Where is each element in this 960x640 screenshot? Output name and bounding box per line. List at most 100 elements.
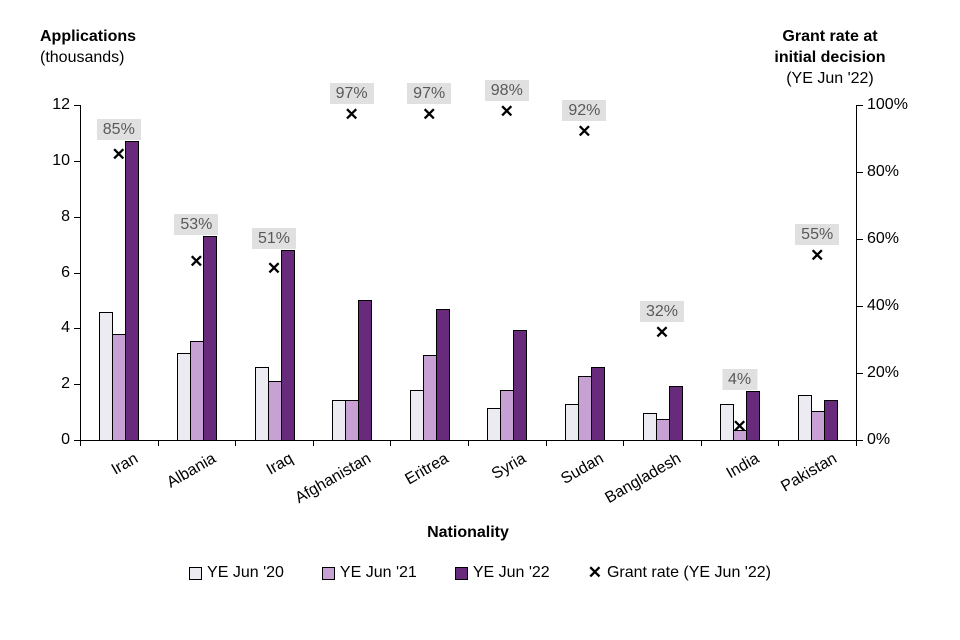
x-category-afghanistan: Afghanistan xyxy=(292,450,375,507)
y2-axis-tick xyxy=(857,306,863,307)
x-axis-tick xyxy=(80,440,81,446)
grant-rate-label-eritrea: 97% xyxy=(407,83,452,105)
legend-swatch-icon xyxy=(454,566,468,580)
grant-rate-label-iraq: 51% xyxy=(251,228,297,250)
y-axis-tick xyxy=(74,216,80,218)
legend-swatch-icon xyxy=(321,566,335,580)
y-axis-right-line xyxy=(856,105,857,441)
x-axis-tick xyxy=(312,440,314,446)
bar-iran-1 xyxy=(112,333,127,441)
y2-axis-label: 80% xyxy=(867,163,900,180)
legend-label: YE Jun '20 xyxy=(207,564,284,581)
grant-rate-marker-afghanistan: ✕ xyxy=(344,105,359,125)
bar-iraq-2 xyxy=(280,250,295,441)
y2-axis-label: 20% xyxy=(867,364,900,381)
legend-item-2: YE Jun '22 xyxy=(454,564,550,582)
y-axis-label: 8 xyxy=(61,207,70,225)
legend-label: YE Jun '21 xyxy=(339,564,417,581)
bar-sudan-0 xyxy=(564,403,579,441)
bar-pakistan-2 xyxy=(823,399,838,441)
right-axis-title-line3: (YE Jun '22) xyxy=(786,70,874,87)
grant-rate-label-afghanistan: 97% xyxy=(329,83,374,105)
bar-eritrea-2 xyxy=(435,308,450,441)
grant-rate-label-albania: 53% xyxy=(174,214,219,236)
y-axis-label: 2 xyxy=(61,375,70,393)
grant-rate-label-india: 4% xyxy=(722,369,758,391)
y-axis-tick xyxy=(74,272,80,274)
y-axis-label: 6 xyxy=(61,263,70,281)
bar-syria-0 xyxy=(487,407,502,441)
y-axis-tick xyxy=(74,105,80,106)
grant-rate-marker-syria: ✕ xyxy=(499,101,514,121)
x-category-sudan: Sudan xyxy=(558,450,607,488)
bar-bangladesh-1 xyxy=(655,419,670,441)
x-category-pakistan: Pakistan xyxy=(778,450,840,496)
bar-albania-1 xyxy=(189,340,204,441)
bar-bangladesh-2 xyxy=(668,385,683,441)
x-category-albania: Albania xyxy=(164,450,219,492)
bar-pakistan-0 xyxy=(797,395,812,441)
y2-axis-tick xyxy=(857,105,863,106)
y2-axis-label: 40% xyxy=(867,297,900,314)
x-marker-icon: ✕ xyxy=(587,563,602,582)
bar-afghanistan-1 xyxy=(345,399,360,441)
x-category-eritrea: Eritrea xyxy=(402,450,452,489)
grant-rate-label-syria: 98% xyxy=(484,79,529,101)
grant-rate-marker-bangladesh: ✕ xyxy=(654,322,670,342)
bar-iran-2 xyxy=(125,141,140,441)
grant-rate-marker-india: ✕ xyxy=(732,416,747,436)
x-axis-tick xyxy=(468,440,469,446)
x-category-iraq: Iraq xyxy=(264,450,297,479)
x-axis-tick xyxy=(390,440,392,446)
bar-albania-0 xyxy=(176,353,191,441)
bar-bangladesh-0 xyxy=(642,413,657,441)
bar-pakistan-1 xyxy=(810,410,825,441)
legend-swatch-icon xyxy=(189,566,203,580)
grant-rate-marker-pakistan: ✕ xyxy=(810,245,825,265)
y-axis-label: 10 xyxy=(52,151,70,169)
y-axis-label: 4 xyxy=(61,319,70,337)
right-axis-title-line2: initial decision xyxy=(774,49,886,66)
y2-axis-tick xyxy=(857,373,863,374)
y-axis-tick xyxy=(74,160,80,162)
legend-label: YE Jun '22 xyxy=(472,564,550,581)
y2-axis-label: 60% xyxy=(867,230,900,247)
y2-axis-label: 0% xyxy=(867,431,891,448)
bar-iraq-0 xyxy=(254,367,269,441)
x-axis-tick xyxy=(856,440,857,446)
bar-syria-1 xyxy=(500,389,515,441)
y-axis-label: 12 xyxy=(52,96,70,113)
bar-sudan-2 xyxy=(590,367,605,441)
x-category-iran: Iran xyxy=(108,450,142,479)
bar-eritrea-1 xyxy=(422,354,437,441)
y2-axis-tick xyxy=(857,239,863,240)
x-category-india: India xyxy=(723,450,763,483)
y-axis-tick xyxy=(74,328,80,330)
y2-axis-label: 100% xyxy=(867,96,908,113)
bar-iran-0 xyxy=(99,311,114,441)
x-axis-title: Nationality xyxy=(427,524,509,541)
bar-india-0 xyxy=(720,403,735,441)
bar-india-2 xyxy=(746,391,761,441)
y2-axis-tick xyxy=(857,440,863,441)
left-axis-title-line1: Applications xyxy=(40,28,137,45)
right-axis-title-line1: Grant rate at xyxy=(782,28,878,45)
bar-eritrea-0 xyxy=(409,389,424,441)
legend: YE Jun '20 YE Jun '21 YE Jun '22 ✕ Grant rat… xyxy=(0,563,960,583)
x-axis-tick xyxy=(157,440,159,446)
legend-item-3: ✕ Grant rate (YE Jun '22) xyxy=(588,563,771,583)
bar-afghanistan-0 xyxy=(332,399,347,441)
grant-rate-label-bangladesh: 32% xyxy=(639,300,685,322)
bar-iraq-1 xyxy=(267,381,282,441)
left-axis-title: Applications (thousands) xyxy=(40,26,136,68)
x-axis-tick xyxy=(623,440,625,446)
bar-afghanistan-2 xyxy=(358,300,373,441)
y-axis-label: 0 xyxy=(61,431,70,448)
legend-item-0: YE Jun '20 xyxy=(189,564,284,582)
x-axis-tick xyxy=(235,440,237,446)
grant-rate-label-iran: 85% xyxy=(96,119,141,141)
left-axis-title-line2: (thousands) xyxy=(40,49,125,66)
legend-item-1: YE Jun '21 xyxy=(321,564,417,582)
bar-albania-2 xyxy=(202,236,217,441)
